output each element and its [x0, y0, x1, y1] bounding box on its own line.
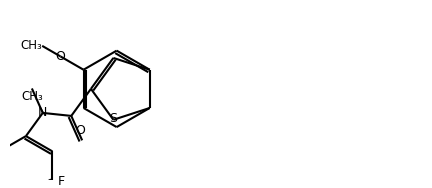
- Text: F: F: [58, 175, 65, 188]
- Text: CH₃: CH₃: [20, 39, 42, 52]
- Text: N: N: [38, 106, 48, 119]
- Text: CH₃: CH₃: [21, 90, 43, 103]
- Text: O: O: [55, 50, 65, 63]
- Text: S: S: [109, 112, 118, 125]
- Text: O: O: [75, 124, 85, 136]
